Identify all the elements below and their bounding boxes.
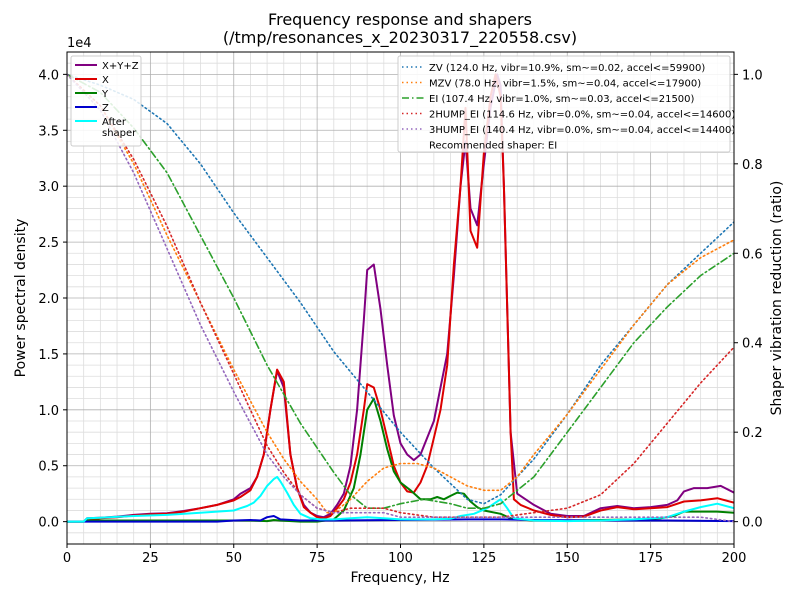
series-line-mzv [67,73,734,514]
psd-legend-label: Y [101,89,109,100]
y-tick-label: 2.0 [38,292,59,307]
series-line-ei [67,73,734,509]
x-tick-label: 0 [63,551,71,566]
series-line-3hump-ei [67,73,734,523]
y2-tick-label: 0.6 [742,247,763,262]
psd-legend-label: Z [102,103,109,114]
y2-tick-label: 0.2 [742,426,763,441]
x-tick-label: 150 [555,551,580,566]
x-tick-label: 100 [388,551,413,566]
x-tick-label: 50 [225,551,242,566]
y-tick-label: 3.0 [38,180,59,195]
y2-tick-label: 0.4 [742,337,763,352]
shaper-legend-box [397,55,731,153]
shaper-legend-label: MZV (78.0 Hz, vibr=1.5%, sm~=0.04, accel… [429,79,701,90]
ticks: 0 25 50 75 100 125 150 175 200 0.0 0.5 1.0 1.5 2.0 2.5… [38,68,762,566]
y2-tick-label: 1.0 [742,68,763,83]
psd-legend-label: After [102,117,127,128]
x-axis-label: Frequency, Hz [350,570,449,586]
y-tick-label: 4.0 [38,68,59,83]
y-tick-label: 1.5 [38,348,59,363]
psd-legend-label: X+Y+Z [102,61,139,72]
y-tick-label: 0.0 [38,516,59,531]
shaper-legend: ZV (124.0 Hz, vibr=10.9%, sm~=0.02, acce… [397,55,735,153]
y-tick-label: 2.5 [38,236,59,251]
y2-tick-label: 0.0 [742,516,763,531]
x-tick-label: 175 [638,551,663,566]
y2-axis-label: Shaper vibration reduction (ratio) [769,181,785,416]
shaper-legend-label: 2HUMP_EI (114.6 Hz, vibr=0.0%, sm~=0.04,… [429,110,735,121]
y-tick-label: 1.0 [38,404,59,419]
y-tick-label: 0.5 [38,460,59,475]
chart-title-line2: (/tmp/resonances_x_20230317_220558.csv) [223,28,577,48]
psd-legend-label: shaper [102,128,137,139]
x-tick-label: 125 [471,551,496,566]
recommended-shaper-text: Recommended shaper: EI [429,141,557,152]
x-tick-label: 75 [309,551,326,566]
series-line-after [67,475,734,523]
x-tick-label: 200 [722,551,747,566]
chart-title-line1: Frequency response and shapers [268,10,532,29]
series-layer [67,73,734,523]
y-axis-label: Power spectral density [13,219,29,378]
series-line-2hump-ei [67,73,734,518]
shaper-legend-label: EI (107.4 Hz, vibr=1.0%, sm~=0.03, accel… [429,94,695,105]
series-line-x [67,73,734,523]
psd-legend-label: X [102,75,109,86]
y-tick-label: 3.5 [38,124,59,139]
y2-tick-label: 0.8 [742,158,763,173]
shaper-legend-label: 3HUMP_EI (140.4 Hz, vibr=0.0%, sm~=0.04,… [429,125,735,136]
series-line-zv [67,73,734,505]
y-offset-text: 1e4 [67,36,92,51]
x-tick-label: 25 [142,551,159,566]
shaper-legend-label: ZV (124.0 Hz, vibr=10.9%, sm~=0.02, acce… [429,63,705,74]
